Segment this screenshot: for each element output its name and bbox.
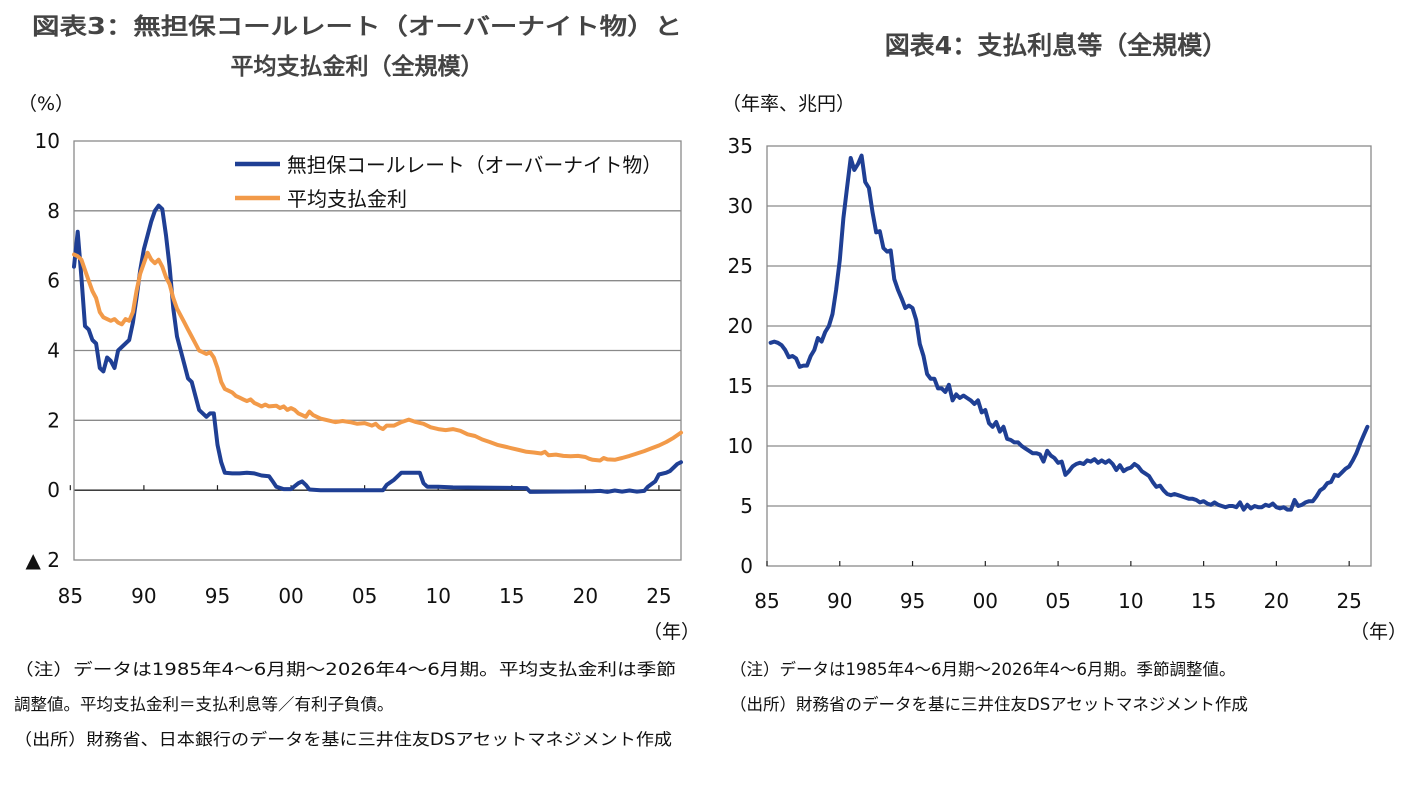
legend-label-call-rate: 無担保コールレート（オーバーナイト物）: [287, 153, 662, 177]
right-y-unit: （年率、兆円）: [722, 93, 855, 115]
x-tick-label: 05: [352, 584, 377, 608]
left-gridlines: [74, 210, 681, 491]
left-source-line: （出所）財務省、日本銀行のデータを基に三井住友DSアセットマネジメント作成: [14, 729, 672, 749]
x-tick-label: 90: [827, 589, 852, 613]
y-tick-label: 6: [47, 269, 60, 293]
y-tick-label: 0: [47, 478, 60, 502]
series-line-1: [72, 250, 683, 463]
x-tick-label: 90: [131, 584, 156, 608]
legend-label-avg-rate: 平均支払金利: [287, 187, 407, 211]
y-tick-label: 35: [728, 134, 753, 158]
x-tick-label: 05: [1045, 589, 1070, 613]
y-tick-label: 0: [740, 554, 753, 578]
x-tick-label: 85: [58, 584, 83, 608]
x-tick-label: 10: [1118, 589, 1143, 613]
x-tick-label: 10: [425, 584, 450, 608]
right-series-lines: [768, 153, 1370, 512]
y-tick-label: 2: [47, 408, 60, 432]
left-plot-frame: [73, 140, 682, 561]
series-line-0: [72, 203, 683, 494]
y-tick-label: 15: [728, 374, 753, 398]
left-chart-title-line2: 平均支払金利（全規模）: [231, 53, 484, 80]
right-gridlines: [767, 205, 1371, 507]
x-tick-label: 00: [278, 584, 303, 608]
x-tick-label: 25: [646, 584, 671, 608]
right-x-unit: （年）: [1350, 621, 1407, 643]
left-series-lines: [72, 203, 683, 494]
y-tick-label: 5: [740, 494, 753, 518]
y-tick-label: 20: [728, 314, 753, 338]
left-note-line1: （注）データは1985年4～6月期～2026年4～6月期。平均支払金利は季節: [14, 659, 676, 679]
y-tick-label: 8: [47, 199, 60, 223]
left-x-unit: （年）: [643, 621, 700, 643]
right-x-tick-labels: 85 90 95 00 05 10 15 20 25: [754, 561, 1362, 613]
x-tick-label: 15: [499, 584, 524, 608]
right-chart-title: 図表4：支払利息等（全規模）: [885, 31, 1227, 60]
right-note-line1: （注）データは1985年4～6月期～2026年4～6月期。季節調整値。: [730, 659, 1235, 679]
x-tick-label: 20: [1264, 589, 1289, 613]
x-tick-label: 00: [973, 589, 998, 613]
x-tick-label: 85: [754, 589, 779, 613]
y-tick-label: 10: [728, 434, 753, 458]
right-source-line: （出所）財務省のデータを基に三井住友DSアセットマネジメント作成: [730, 694, 1248, 714]
left-y-unit: （%）: [18, 93, 74, 115]
series-line-0: [768, 153, 1370, 512]
left-note-line2: 調整値。平均支払金利＝支払利息等／有利子負債。: [14, 695, 394, 714]
y-tick-label: 25: [728, 254, 753, 278]
y-tick-label: ▲ 2: [26, 548, 60, 572]
x-tick-label: 20: [573, 584, 598, 608]
left-y-tick-labels: ▲ 2 0 2 4 6 8 10: [26, 129, 60, 572]
right-y-tick-labels: 0 5 10 15 20 25 30 35: [728, 134, 753, 578]
left-x-tick-labels: 85 90 95 00 05 10 15 20 25: [58, 485, 672, 608]
x-tick-label: 95: [205, 584, 230, 608]
left-chart-title-line1: 図表3：無担保コールレート（オーバーナイト物）と: [32, 13, 682, 40]
x-tick-label: 25: [1336, 589, 1361, 613]
right-plot-frame: [766, 145, 1372, 567]
x-tick-label: 95: [900, 589, 925, 613]
x-tick-label: 15: [1191, 589, 1216, 613]
y-tick-label: 4: [47, 339, 60, 363]
y-tick-label: 10: [35, 129, 60, 153]
left-legend: 無担保コールレート（オーバーナイト物） 平均支払金利: [235, 153, 662, 211]
y-tick-label: 30: [728, 194, 753, 218]
